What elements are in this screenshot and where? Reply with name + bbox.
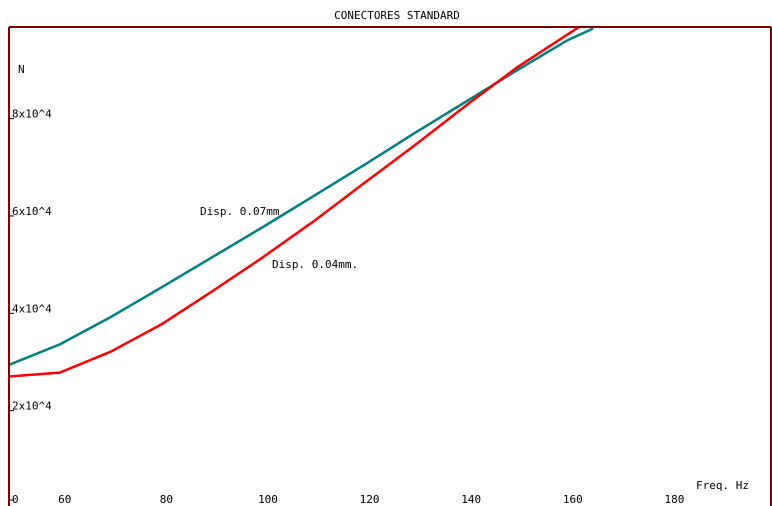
y-axis-label: N (18, 63, 25, 76)
chart-title: CONECTORES STANDARD (334, 9, 460, 22)
x-tick-label: 80 (160, 493, 173, 506)
x-tick-label: 160 (563, 493, 583, 506)
x-tick-label: 100 (258, 493, 278, 506)
y-tick-label: 2x10^4 (12, 400, 52, 413)
x-tick-label: 60 (58, 493, 71, 506)
x-tick-label: 180 (664, 493, 684, 506)
y-tick-label: 6x10^4 (12, 205, 52, 218)
plot-area (9, 27, 594, 378)
x-tick-label: 120 (360, 493, 380, 506)
x-axis-label: Freq. Hz (696, 479, 749, 492)
y-tick-label: 0 (12, 493, 19, 506)
series-label: Disp. 0.04mm. (272, 258, 358, 271)
y-tick-label: 8x10^4 (12, 108, 52, 121)
x-tick-label: 140 (461, 493, 481, 506)
series-line (9, 27, 582, 378)
series-line (9, 27, 594, 366)
series-label: Disp. 0.07mm (200, 205, 280, 218)
y-tick-label: 4x10^4 (12, 302, 52, 315)
